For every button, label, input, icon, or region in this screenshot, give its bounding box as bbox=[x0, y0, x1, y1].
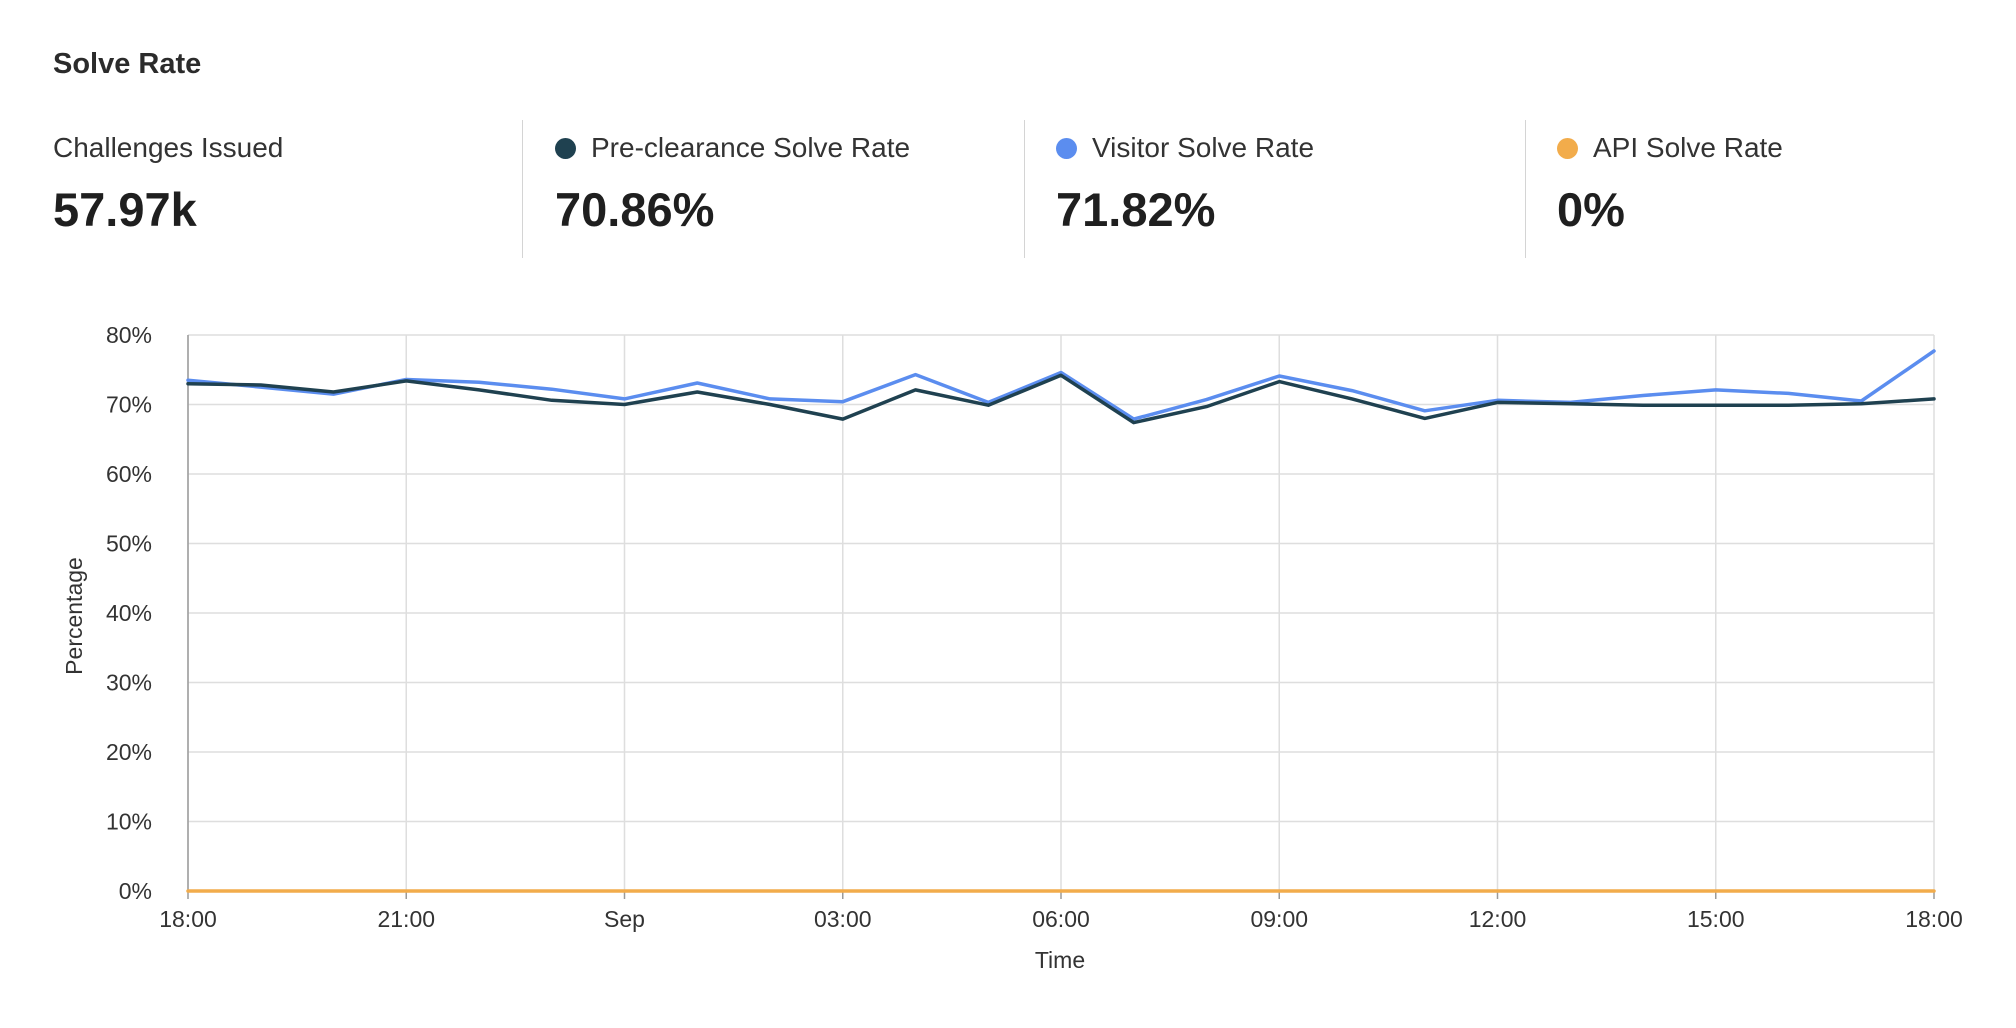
stat-value: 70.86% bbox=[555, 183, 715, 236]
stat-divider bbox=[522, 120, 523, 258]
x-tick-label: 21:00 bbox=[377, 906, 435, 932]
stat-value: 57.97k bbox=[53, 183, 197, 236]
stat-label: Challenges Issued bbox=[53, 132, 284, 163]
y-tick-label: 10% bbox=[106, 809, 152, 835]
chart-svg: 0% 10% 20% 30% 40% 50% 60% 70% 80% 18:00 21:00 Sep… bbox=[61, 322, 1963, 973]
legend-dot-icon bbox=[1056, 137, 1077, 159]
y-tick-label: 20% bbox=[106, 739, 152, 765]
x-tick-label: 18:00 bbox=[159, 906, 217, 932]
y-tick-label: 0% bbox=[119, 878, 152, 904]
legend-dot-icon bbox=[1557, 137, 1578, 159]
series-line-pre-clearance-solve-rate[interactable] bbox=[186, 373, 1936, 425]
x-tick-label: 03:00 bbox=[814, 906, 872, 932]
series-line-visitor-solve-rate[interactable] bbox=[186, 349, 1936, 421]
x-tick-label: 12:00 bbox=[1469, 906, 1527, 932]
y-tick-label: 50% bbox=[106, 531, 152, 557]
stats-row: Challenges Issued 57.97k Pre-clearance S… bbox=[53, 120, 2013, 258]
stat-label: API Solve Rate bbox=[1593, 132, 1783, 163]
y-axis-label: Percentage bbox=[61, 557, 87, 675]
stat-label: Visitor Solve Rate bbox=[1092, 132, 1315, 163]
y-tick-labels: 0% 10% 20% 30% 40% 50% 60% 70% 80% bbox=[106, 322, 152, 904]
stat-label: Pre-clearance Solve Rate bbox=[591, 132, 911, 163]
x-tick-label: Sep bbox=[604, 906, 645, 932]
stat-value: 71.82% bbox=[1056, 183, 1216, 236]
panel-title: Solve Rate bbox=[53, 48, 202, 80]
y-tick-label: 40% bbox=[106, 600, 152, 626]
stat-divider bbox=[1024, 120, 1025, 258]
x-tick-label: 06:00 bbox=[1032, 906, 1090, 932]
y-tick-label: 80% bbox=[106, 322, 152, 348]
line-chart: 0% 10% 20% 30% 40% 50% 60% 70% 80% 18:00 21:00 Sep… bbox=[0, 300, 2016, 1000]
stat-value: 0% bbox=[1557, 183, 1625, 236]
x-tick-label: 18:00 bbox=[1905, 906, 1963, 932]
stat-divider bbox=[1525, 120, 1526, 258]
series-lines bbox=[186, 349, 1936, 893]
y-tick-label: 70% bbox=[106, 392, 152, 418]
y-tick-label: 60% bbox=[106, 461, 152, 487]
x-tick-labels: 18:00 21:00 Sep 03:00 06:00 09:00 12:00 15:00 18… bbox=[159, 906, 1963, 932]
x-axis-label: Time bbox=[1035, 947, 1085, 973]
legend-dot-icon bbox=[555, 137, 576, 159]
x-tick-label: 09:00 bbox=[1250, 906, 1308, 932]
y-tick-label: 30% bbox=[106, 670, 152, 696]
x-tick-label: 15:00 bbox=[1687, 906, 1745, 932]
